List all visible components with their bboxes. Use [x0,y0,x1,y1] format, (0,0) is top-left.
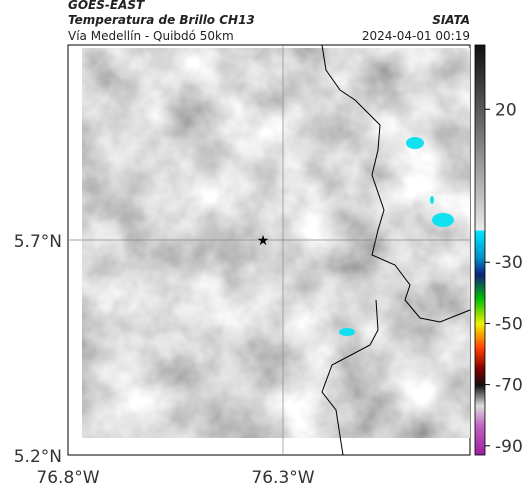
colorbar-tick-label: -70 [495,376,523,396]
region: Vía Medellín - Quibdó 50km [68,29,234,43]
lon-label: 76.8°W [36,468,99,488]
timestamp: 2024-04-01 00:19 [362,29,470,43]
lon-label: 76.3°W [251,468,314,488]
colorbar-tick-label: -90 [495,437,523,457]
brightness-field [82,48,470,438]
colorbar-ticks: 20 -30 -50 -70 -90 [485,100,523,457]
borders [321,44,471,456]
location-star: ★ [257,233,270,249]
product: Temperatura de Brillo CH13 [68,13,255,27]
colorbar-tick-label: -30 [495,253,523,273]
colorbar [474,44,486,456]
source: SIATA [432,13,470,27]
lat-label: 5.7°N [14,232,62,252]
cold-clouds [339,137,454,336]
lat-label: 5.2°N [14,447,62,467]
satellite: GOES-EAST [68,0,145,12]
colorbar-tick-label: 20 [495,100,517,120]
colorbar-tick-label: -50 [495,314,523,334]
